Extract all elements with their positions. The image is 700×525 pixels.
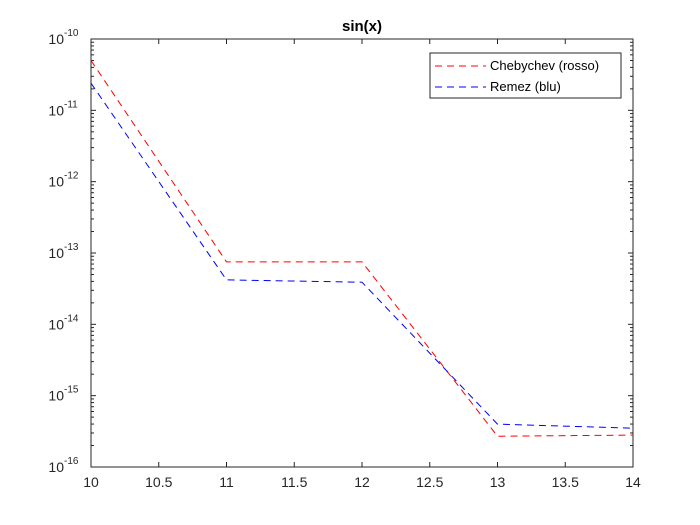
y-tick-exponent: -11 [64, 99, 78, 110]
y-tick-label: 10 [48, 316, 64, 332]
x-tick-label: 14 [625, 474, 641, 490]
y-tick-base: 10 [48, 174, 64, 190]
legend-label-chebychev: Chebychev (rosso) [490, 58, 599, 73]
y-tick-base: 10 [48, 245, 64, 261]
y-tick-exponent: -10 [64, 28, 79, 39]
y-tick-exponent: -12 [64, 171, 79, 182]
x-tick-label: 11 [219, 474, 234, 490]
legend: Chebychev (rosso) Remez (blu) [429, 52, 622, 99]
legend-box [429, 52, 622, 99]
x-tick-label: 13.5 [552, 474, 579, 490]
chart-title: sin(x) [342, 18, 382, 35]
axes-box [90, 38, 634, 468]
y-tick-exponent: -13 [64, 242, 79, 253]
x-tick-label: 12.5 [416, 474, 443, 490]
y-tick-base: 10 [48, 316, 64, 332]
y-tick-base: 10 [48, 102, 64, 118]
series-line-remez [90, 82, 634, 429]
x-tick-label: 10 [83, 474, 99, 490]
y-tick-label: 10 [48, 388, 64, 404]
x-tick-label: 13 [490, 474, 506, 490]
x-tick-label: 11.5 [281, 474, 307, 490]
series-layer [90, 60, 634, 437]
legend-label-remez: Remez (blu) [490, 79, 561, 94]
y-tick-exponent: -15 [64, 385, 79, 396]
y-tick-base: 10 [48, 388, 64, 404]
y-tick-label: 10 [48, 174, 64, 190]
y-tick-label: 10 [48, 459, 64, 475]
x-tick-label: 12 [354, 474, 370, 490]
y-tick-exponent: -16 [64, 456, 79, 467]
y-tick-exponent: -14 [64, 313, 79, 324]
y-tick-base: 10 [48, 31, 64, 47]
y-tick-base: 10 [48, 459, 64, 475]
y-tick-label: 10 [48, 102, 64, 118]
y-tick-label: 10 [48, 31, 64, 47]
series-line-chebychev [90, 60, 634, 437]
x-tick-label: 10.5 [145, 474, 172, 490]
y-tick-label: 10 [48, 245, 64, 261]
